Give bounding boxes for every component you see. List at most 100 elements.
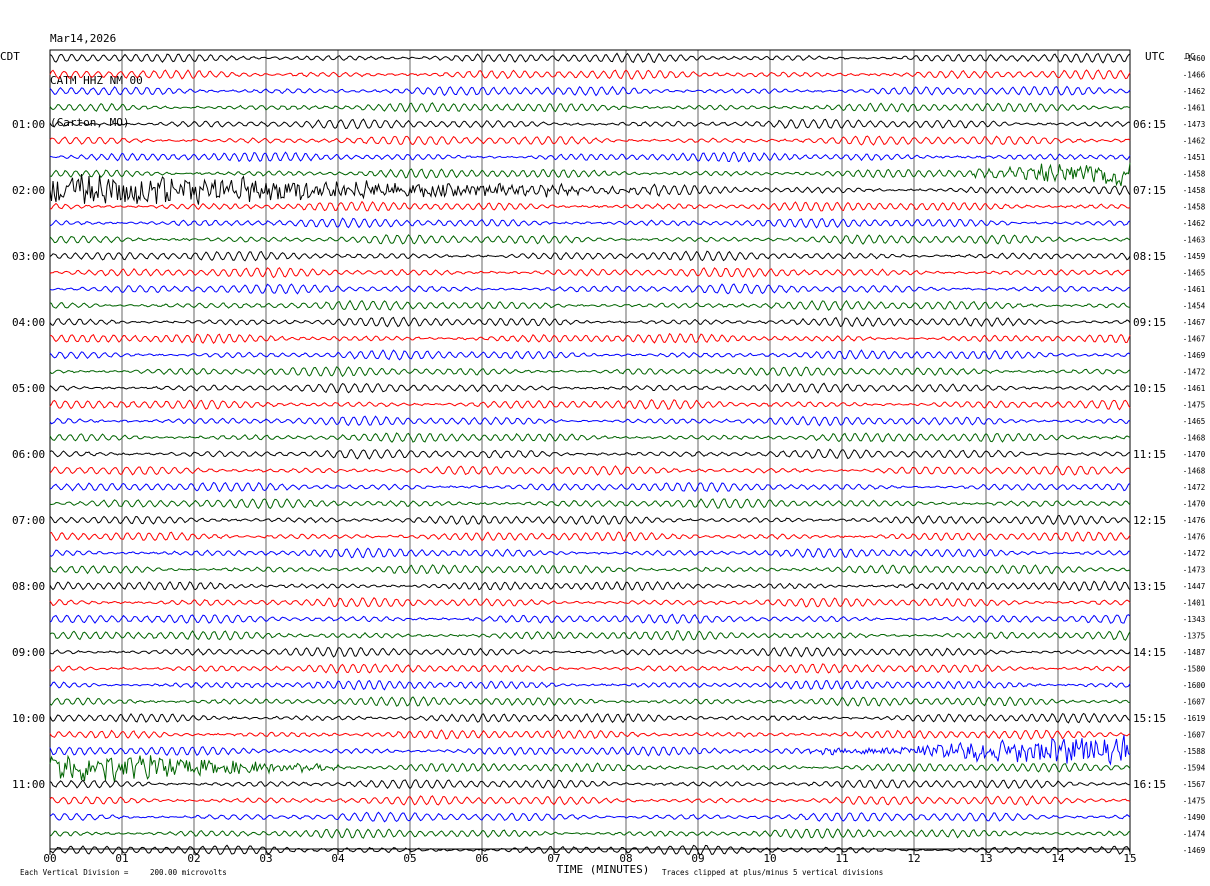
dc-offset-label: -1466 (1183, 71, 1206, 80)
dc-offset-label: -1475 (1183, 797, 1206, 806)
right-time-label: 14:15 (1133, 646, 1166, 659)
seismic-trace (49, 679, 1131, 691)
seismic-trace (49, 234, 1131, 245)
dc-offset-label: -1465 (1183, 269, 1206, 278)
dc-offset-label: -1580 (1183, 665, 1206, 674)
dc-offset-label: -1458 (1183, 203, 1206, 212)
division-value: 200.00 microvolts (150, 868, 227, 877)
dc-label: DC (1185, 52, 1195, 61)
x-tick-label: 06 (475, 852, 488, 865)
right-time-label: 11:15 (1133, 448, 1166, 461)
seismic-trace (49, 399, 1131, 411)
right-time-label: 07:15 (1133, 184, 1166, 197)
dc-offset-label: -1472 (1183, 368, 1206, 377)
dc-offset-label: -1473 (1183, 566, 1206, 575)
seismic-trace (49, 844, 1131, 856)
seismic-trace (49, 481, 1131, 493)
right-time-label: 15:15 (1133, 712, 1166, 725)
dc-offset-label: -1476 (1183, 533, 1206, 542)
seismic-trace (49, 432, 1131, 443)
dc-offset-label: -1462 (1183, 137, 1206, 146)
x-tick-label: 09 (691, 852, 704, 865)
dc-offset-label: -1475 (1183, 401, 1206, 410)
seismic-trace (49, 250, 1131, 262)
left-time-label: 01:00 (12, 118, 45, 131)
dc-offset-label: -1472 (1183, 483, 1206, 492)
x-tick-label: 08 (619, 852, 632, 865)
x-tick-label: 05 (403, 852, 416, 865)
seismic-trace (49, 135, 1131, 146)
x-tick-label: 03 (259, 852, 272, 865)
dc-offset-label: -1461 (1183, 384, 1206, 393)
dc-offset-label: -1465 (1183, 417, 1206, 426)
seismic-trace (49, 52, 1131, 64)
dc-offset-label: -1460 (1183, 54, 1206, 63)
dc-offset-label: -1468 (1183, 467, 1206, 476)
seismic-trace (49, 173, 1131, 205)
dc-offset-label: -1487 (1183, 648, 1206, 657)
seismic-trace (50, 200, 1131, 212)
seismic-trace (49, 448, 1131, 460)
left-time-label: 08:00 (12, 580, 45, 593)
dc-offset-label: -1458 (1183, 186, 1206, 195)
x-tick-label: 12 (907, 852, 920, 865)
seismic-trace (49, 696, 1131, 707)
left-time-label: 07:00 (12, 514, 45, 527)
seismic-trace (49, 283, 1131, 295)
seismic-trace (49, 580, 1131, 592)
seismic-trace (49, 663, 1131, 674)
seismic-trace (49, 85, 1131, 97)
seismic-trace (50, 332, 1131, 344)
dc-offset-label: -1459 (1183, 252, 1206, 261)
x-tick-label: 13 (979, 852, 992, 865)
dc-offset-label: -1490 (1183, 813, 1206, 822)
right-time-label: 09:15 (1133, 316, 1166, 329)
seismic-trace (49, 299, 1131, 311)
seismic-trace (49, 514, 1131, 526)
seismic-trace (49, 349, 1131, 361)
dc-offset-label: -1462 (1183, 87, 1206, 96)
seismic-trace (49, 754, 1131, 783)
dc-offset-label: -1463 (1183, 236, 1206, 245)
dc-offset-label: -1458 (1183, 170, 1206, 179)
seismic-trace (49, 102, 1131, 113)
dc-offset-label: -1476 (1183, 516, 1206, 525)
seismic-trace (49, 162, 1131, 187)
dc-offset-label: -1470 (1183, 500, 1206, 509)
seismic-trace (49, 734, 1131, 766)
dc-offset-label: -1469 (1183, 351, 1206, 360)
seismic-trace (49, 827, 1131, 839)
left-time-label: 06:00 (12, 448, 45, 461)
dc-offset-label: -1401 (1183, 599, 1206, 608)
dc-offset-label: -1567 (1183, 780, 1206, 789)
seismic-trace (49, 779, 1131, 790)
right-time-label: 13:15 (1133, 580, 1166, 593)
dc-offset-label: -1469 (1183, 846, 1206, 855)
seismic-trace (49, 316, 1131, 328)
x-tick-label: 01 (115, 852, 128, 865)
left-time-label: 02:00 (12, 184, 45, 197)
dc-offset-label: -1473 (1183, 120, 1206, 129)
seismic-trace (49, 415, 1131, 427)
right-time-label: 06:15 (1133, 118, 1166, 131)
left-time-label: 11:00 (12, 778, 45, 791)
x-axis-title: TIME (MINUTES) (557, 863, 650, 876)
dc-offset-label: -1472 (1183, 549, 1206, 558)
seismic-trace (49, 646, 1131, 658)
plot-frame (49, 49, 1131, 850)
seismic-trace (49, 795, 1131, 806)
x-tick-label: 07 (547, 852, 560, 865)
dc-offset-label: -1594 (1183, 764, 1206, 773)
x-tick-label: 02 (187, 852, 200, 865)
seismic-trace (49, 151, 1131, 163)
seismic-trace (49, 69, 1131, 81)
left-time-label: 09:00 (12, 646, 45, 659)
dc-offset-label: -1467 (1183, 335, 1206, 344)
division-label: Each Vertical Division = (20, 868, 129, 877)
seismic-trace (49, 811, 1131, 823)
dc-offset-label: -1588 (1183, 747, 1206, 756)
traces (49, 52, 1131, 856)
seismic-trace (49, 597, 1131, 608)
x-tick-label: 00 (43, 852, 56, 865)
